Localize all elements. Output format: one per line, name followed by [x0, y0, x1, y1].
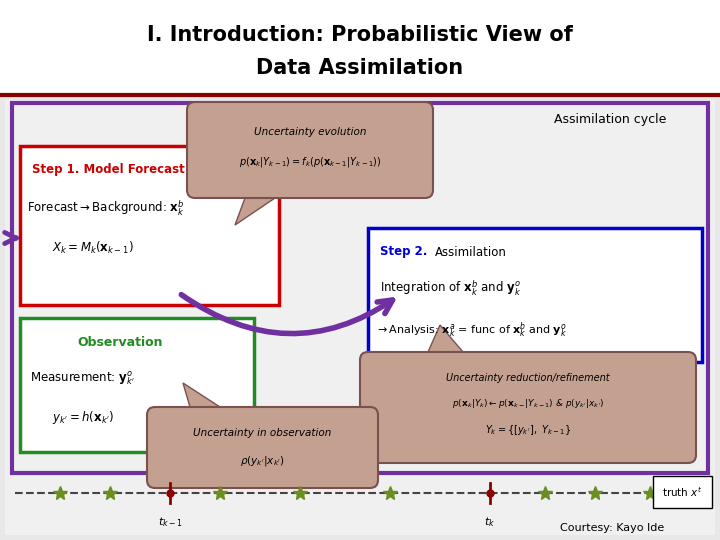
FancyBboxPatch shape	[360, 352, 696, 463]
FancyBboxPatch shape	[0, 0, 720, 95]
FancyBboxPatch shape	[187, 102, 433, 198]
Text: $Y_k=\{[y_{k'}],\ Y_{k-1}\}$: $Y_k=\{[y_{k'}],\ Y_{k-1}\}$	[485, 423, 571, 437]
Text: $t_k$: $t_k$	[485, 515, 495, 529]
Text: $p(\mathbf{x}_k|Y_{k-1})=f_k(p(\mathbf{x}_{k-1}|Y_{k-1}))$: $p(\mathbf{x}_k|Y_{k-1})=f_k(p(\mathbf{x…	[239, 155, 381, 169]
Text: Observation: Observation	[77, 335, 163, 348]
Text: $p(\mathbf{x}_k|Y_k)\leftarrow p(\mathbf{x}_{k-}|Y_{k-1})$ & $p(y_{k'}|x_{k'})$: $p(\mathbf{x}_k|Y_k)\leftarrow p(\mathbf…	[452, 397, 604, 410]
Text: Assimilation: Assimilation	[435, 246, 507, 259]
Text: Uncertainty in observation: Uncertainty in observation	[193, 428, 331, 438]
Text: Step 2.: Step 2.	[380, 246, 428, 259]
FancyBboxPatch shape	[20, 146, 279, 305]
Text: Uncertainty evolution: Uncertainty evolution	[253, 127, 366, 137]
Text: truth $x^t$: truth $x^t$	[662, 485, 702, 499]
Text: $X_k=M_k(\mathbf{x}_{k-1})$: $X_k=M_k(\mathbf{x}_{k-1})$	[52, 240, 134, 256]
Text: $\rho(y_{k'}|x_{k'})$: $\rho(y_{k'}|x_{k'})$	[240, 454, 284, 468]
Text: $\rightarrow$Analysis: $\mathbf{x}^a_k$ = func of $\mathbf{x}^b_k$ and $\mathbf{: $\rightarrow$Analysis: $\mathbf{x}^a_k$ …	[375, 320, 567, 340]
Polygon shape	[183, 383, 220, 407]
FancyBboxPatch shape	[147, 407, 378, 488]
Polygon shape	[235, 198, 275, 225]
Text: Uncertainty reduction/refinement: Uncertainty reduction/refinement	[446, 373, 610, 383]
Text: Step 1. Model Forecast: Step 1. Model Forecast	[32, 164, 185, 177]
Text: $y_{k'}=h(\mathbf{x}_{k'})$: $y_{k'}=h(\mathbf{x}_{k'})$	[52, 409, 114, 427]
Text: Data Assimilation: Data Assimilation	[256, 58, 464, 78]
FancyBboxPatch shape	[368, 228, 702, 362]
Text: I. Introduction: Probabilistic View of: I. Introduction: Probabilistic View of	[147, 25, 573, 45]
FancyBboxPatch shape	[20, 318, 254, 452]
Text: Assimilation cycle: Assimilation cycle	[554, 113, 666, 126]
Polygon shape	[428, 325, 463, 352]
Text: Forecast$\rightarrow$Background: $\mathbf{x}^b_k$: Forecast$\rightarrow$Background: $\mathb…	[27, 198, 184, 218]
FancyBboxPatch shape	[653, 476, 712, 508]
Text: Integration of $\mathbf{x}^b_k$ and $\mathbf{y}^o_k$: Integration of $\mathbf{x}^b_k$ and $\ma…	[380, 278, 521, 298]
Text: $t_{k-1}$: $t_{k-1}$	[158, 515, 182, 529]
FancyBboxPatch shape	[5, 100, 715, 535]
Text: Measurement: $\mathbf{y}^o_{k'}$: Measurement: $\mathbf{y}^o_{k'}$	[30, 369, 135, 387]
Text: Courtesy: Kayo Ide: Courtesy: Kayo Ide	[560, 523, 665, 533]
